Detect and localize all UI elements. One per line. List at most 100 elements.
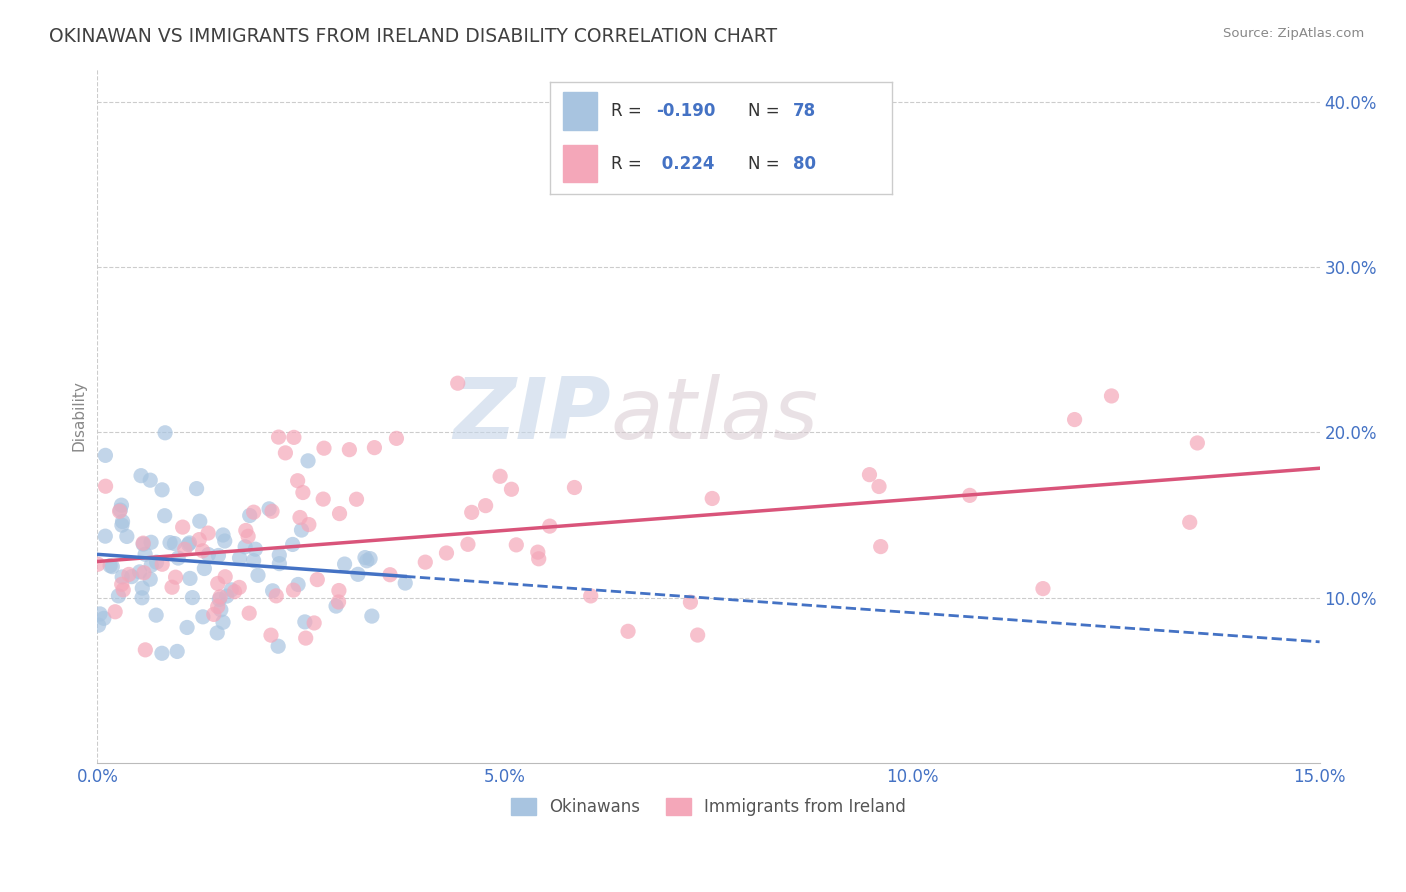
Point bbox=[858, 467, 880, 482]
Point bbox=[356, 554, 378, 568]
Point bbox=[89, 607, 111, 621]
Point bbox=[165, 570, 187, 584]
Point bbox=[188, 514, 211, 528]
Point bbox=[297, 454, 319, 468]
Point bbox=[139, 535, 162, 549]
Point bbox=[139, 473, 162, 487]
Point bbox=[264, 589, 287, 603]
Point bbox=[191, 543, 214, 558]
Point bbox=[207, 599, 229, 614]
Point bbox=[176, 620, 198, 634]
Point bbox=[579, 589, 602, 603]
Point bbox=[269, 548, 291, 562]
Point bbox=[172, 520, 194, 534]
Point bbox=[1032, 582, 1054, 596]
Point bbox=[328, 583, 350, 598]
Point bbox=[115, 529, 138, 543]
Point bbox=[87, 558, 110, 572]
Point bbox=[121, 569, 143, 583]
Point bbox=[242, 505, 264, 519]
Point bbox=[436, 546, 458, 560]
Point bbox=[328, 507, 350, 521]
Point bbox=[281, 537, 304, 551]
Point bbox=[87, 618, 110, 632]
Point bbox=[267, 430, 290, 444]
Point bbox=[260, 628, 283, 642]
Point bbox=[131, 581, 153, 595]
Point bbox=[150, 483, 173, 497]
Point bbox=[869, 540, 891, 554]
Point bbox=[188, 533, 211, 547]
Text: OKINAWAN VS IMMIGRANTS FROM IRELAND DISABILITY CORRELATION CHART: OKINAWAN VS IMMIGRANTS FROM IRELAND DISA… bbox=[49, 27, 778, 45]
Point bbox=[177, 537, 200, 551]
Point bbox=[111, 577, 134, 591]
Point bbox=[246, 568, 269, 582]
Point bbox=[150, 646, 173, 660]
Point bbox=[224, 584, 246, 599]
Point bbox=[128, 565, 150, 579]
Point bbox=[212, 528, 235, 542]
Point bbox=[474, 499, 496, 513]
Point bbox=[153, 425, 176, 440]
Point bbox=[107, 589, 129, 603]
Point bbox=[179, 536, 201, 550]
Point bbox=[181, 591, 204, 605]
Point bbox=[131, 591, 153, 605]
Point bbox=[132, 536, 155, 550]
Point bbox=[257, 501, 280, 516]
Point bbox=[538, 519, 561, 533]
Point bbox=[868, 479, 890, 493]
Point bbox=[527, 545, 550, 559]
Point bbox=[564, 481, 586, 495]
Point bbox=[118, 567, 141, 582]
Point bbox=[238, 606, 260, 620]
Point bbox=[111, 515, 134, 529]
Point bbox=[134, 643, 156, 657]
Point bbox=[207, 626, 229, 640]
Point bbox=[163, 536, 186, 550]
Point bbox=[145, 555, 167, 569]
Point bbox=[207, 576, 229, 591]
Point bbox=[193, 561, 215, 575]
Point bbox=[378, 567, 401, 582]
Point bbox=[141, 558, 163, 573]
Point bbox=[325, 599, 347, 613]
Point bbox=[159, 535, 181, 549]
Point bbox=[1063, 412, 1085, 426]
Point bbox=[312, 441, 335, 455]
Point bbox=[460, 505, 482, 519]
Point bbox=[173, 542, 195, 557]
Point bbox=[288, 510, 311, 524]
Point bbox=[179, 571, 201, 585]
Point bbox=[186, 482, 208, 496]
Point bbox=[236, 529, 259, 543]
Point bbox=[129, 468, 152, 483]
Point bbox=[132, 566, 155, 580]
Point bbox=[166, 644, 188, 658]
Text: atlas: atlas bbox=[610, 375, 818, 458]
Point bbox=[274, 446, 297, 460]
Point bbox=[287, 577, 309, 591]
Point bbox=[307, 573, 329, 587]
Y-axis label: Disability: Disability bbox=[72, 380, 86, 451]
Point bbox=[104, 605, 127, 619]
Point bbox=[337, 442, 360, 457]
Point bbox=[347, 567, 370, 582]
Point bbox=[207, 549, 229, 563]
Point bbox=[139, 572, 162, 586]
Point bbox=[267, 639, 290, 653]
Point bbox=[290, 523, 312, 537]
Point bbox=[283, 430, 305, 444]
Point bbox=[153, 508, 176, 523]
Point bbox=[214, 570, 236, 584]
Point bbox=[302, 615, 325, 630]
Point bbox=[505, 538, 527, 552]
Point bbox=[333, 557, 356, 571]
Point bbox=[235, 524, 257, 538]
Point bbox=[112, 582, 135, 597]
Point bbox=[209, 603, 232, 617]
Point bbox=[208, 592, 231, 607]
Text: Source: ZipAtlas.com: Source: ZipAtlas.com bbox=[1223, 27, 1364, 40]
Point bbox=[197, 548, 219, 562]
Point bbox=[110, 503, 132, 517]
